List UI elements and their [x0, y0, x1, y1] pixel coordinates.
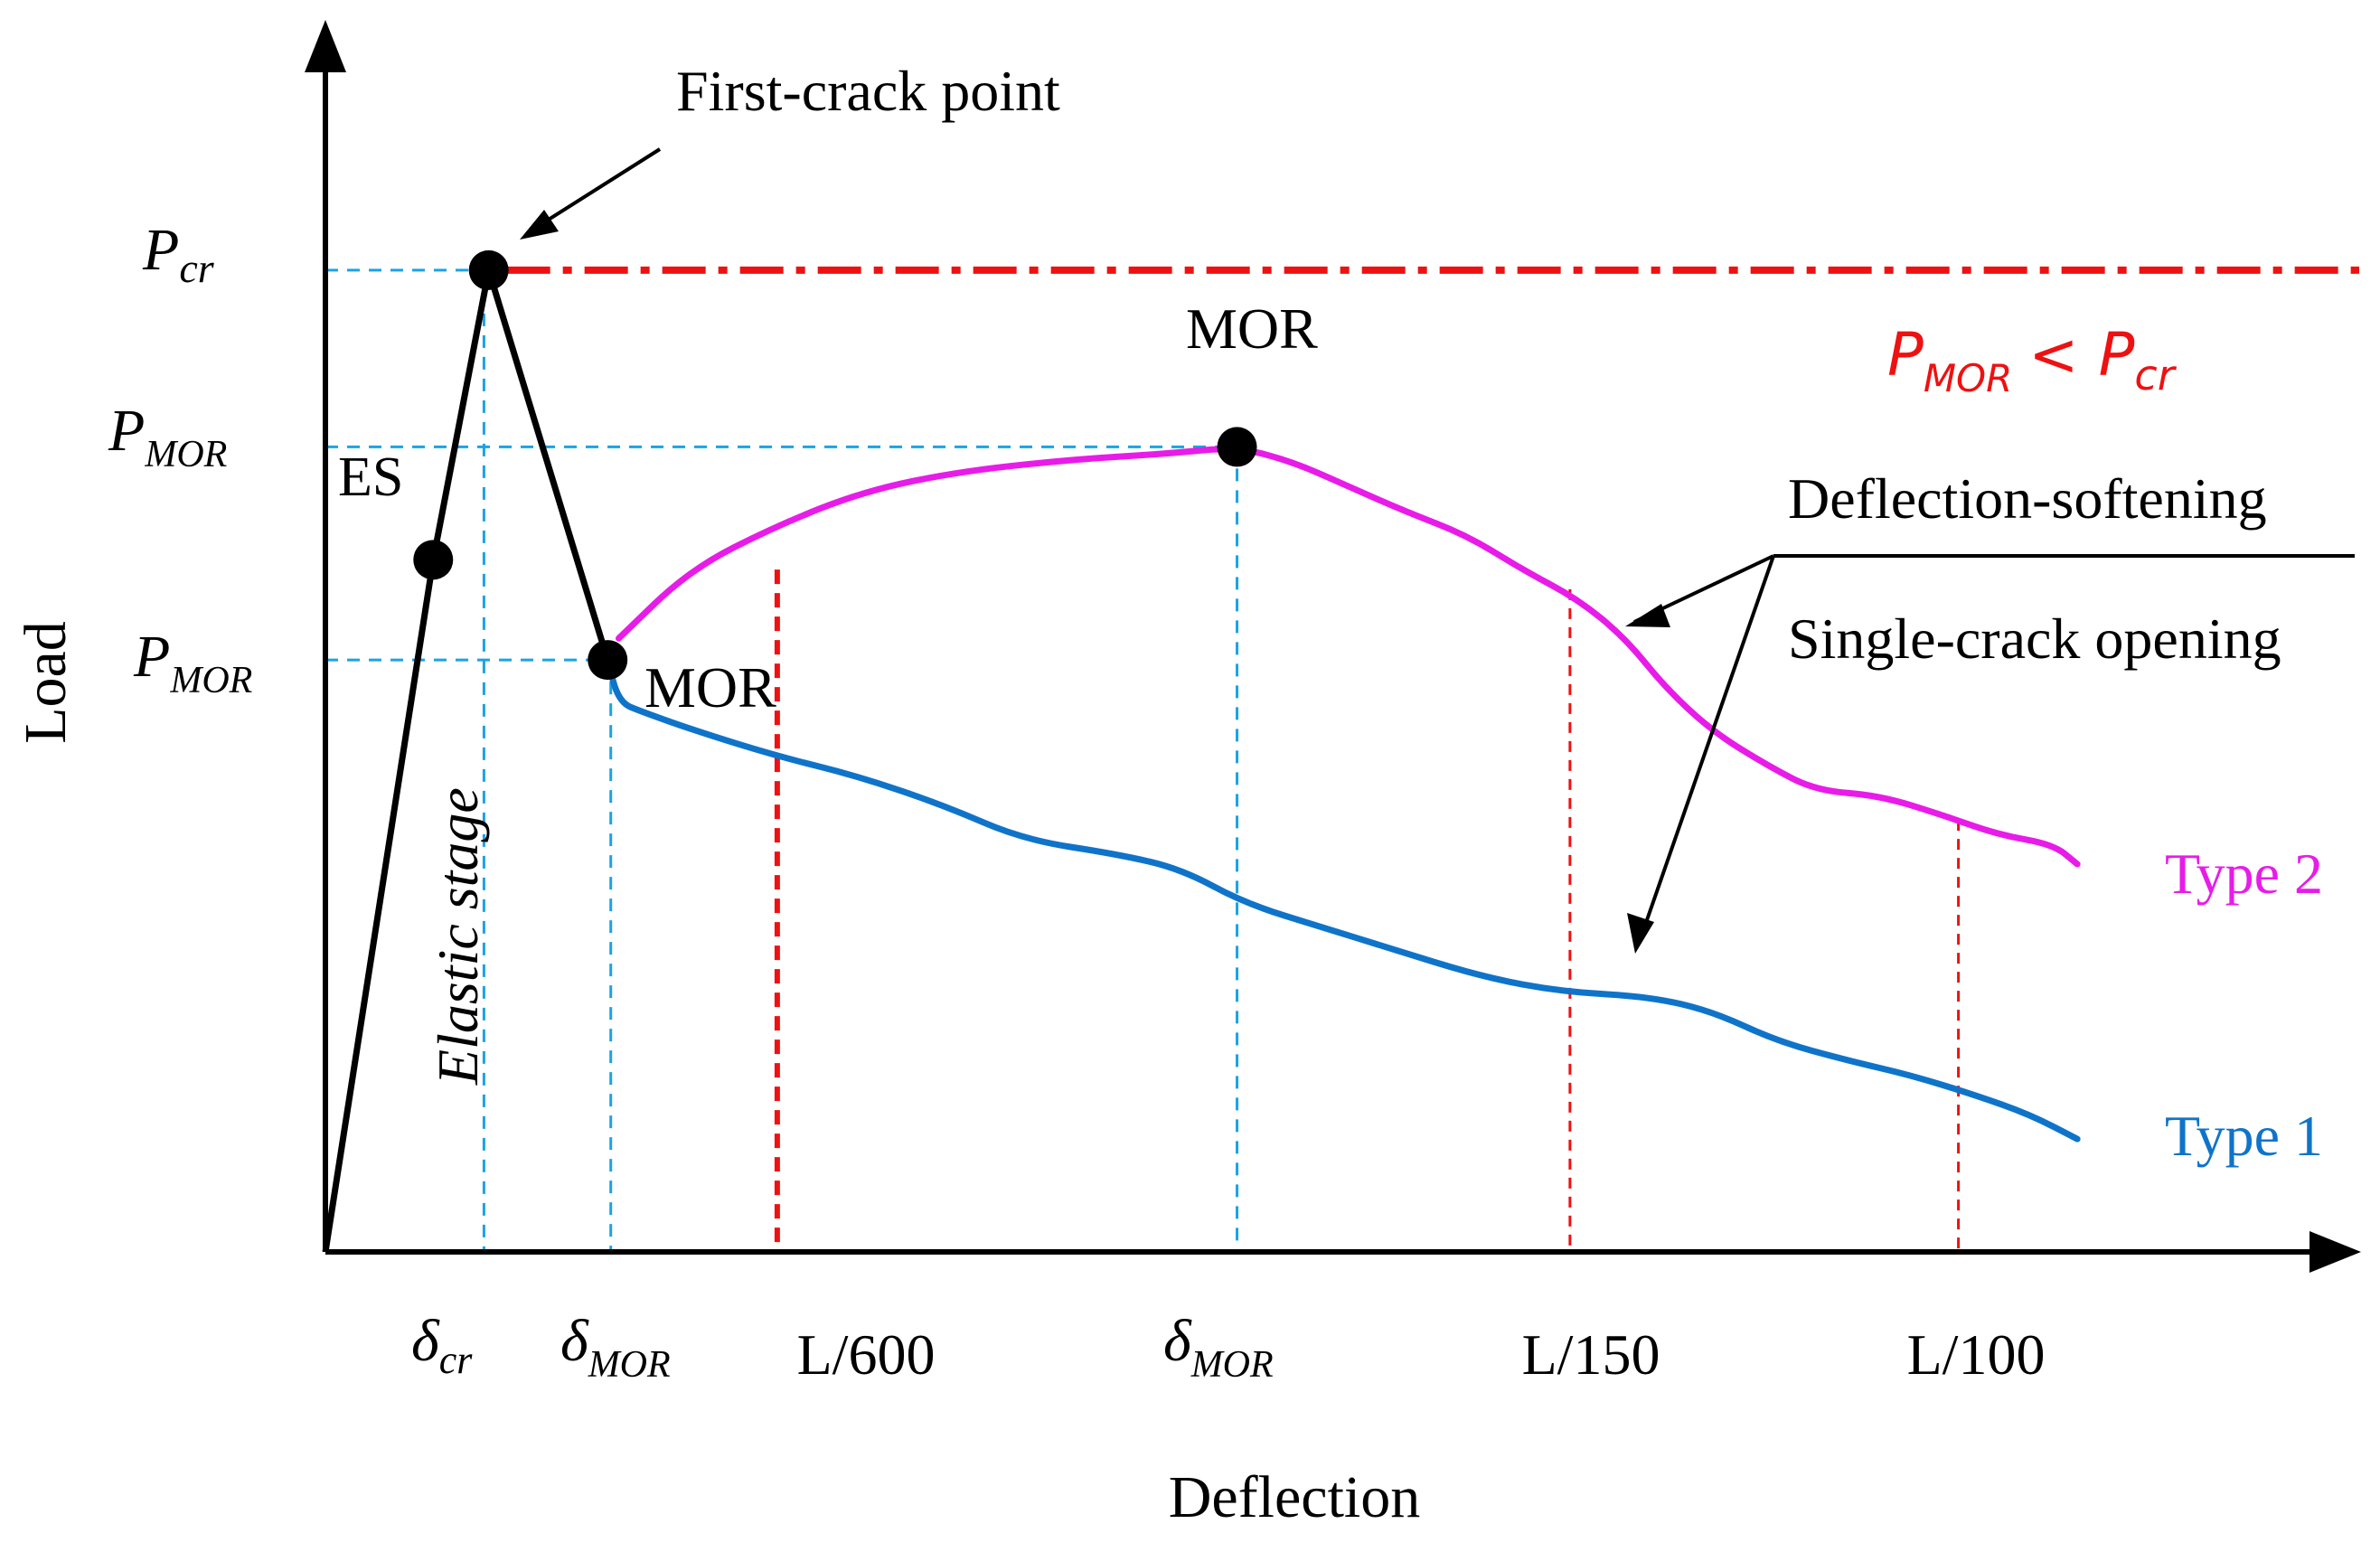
inequality-label: PMOR < Pcr	[1887, 320, 2178, 400]
x-tick-label-l100: L/100	[1907, 1322, 2046, 1387]
es-point-label: ES	[338, 447, 403, 508]
series-label-type2: Type 2	[2165, 842, 2323, 906]
series-line-type2	[615, 446, 2081, 868]
x-axis-title: Deflection	[1169, 1464, 1421, 1530]
first-crack-label: First-crack point	[676, 59, 1060, 123]
elastic-line	[322, 267, 611, 1253]
y-axis-title: Load	[13, 621, 79, 744]
single-crack-pointer-line	[1639, 555, 1775, 939]
y-axis-arrow-icon	[305, 20, 346, 72]
x-tick-label-delta-mor-1: δMOR	[560, 1308, 671, 1386]
single-crack-label: Single-crack opening	[1788, 607, 2281, 671]
point-marker-mor2	[1217, 427, 1257, 467]
single-crack-arrowhead-icon	[1627, 913, 1654, 954]
y-tick-label-p-cr: Pcr	[142, 217, 215, 291]
x-tick-label-delta-mor-2: δMOR	[1163, 1308, 1274, 1386]
softening-arrowhead-icon	[1625, 604, 1670, 627]
mor-point-label-1: MOR	[644, 655, 776, 720]
y-tick-label-p-mor-upper: PMOR	[108, 398, 227, 475]
first-crack-arrowhead-icon	[520, 210, 559, 240]
point-marker-first_crack	[468, 249, 509, 290]
x-axis-arrow-icon	[2309, 1231, 2361, 1273]
series-label-type1: Type 1	[2165, 1104, 2323, 1168]
series-line-type1	[604, 656, 2081, 1143]
x-tick-label-l150: L/150	[1522, 1322, 1660, 1387]
key-points	[413, 249, 1257, 681]
x-tick-label-delta-cr: δcr	[411, 1308, 473, 1382]
point-marker-mor1	[588, 640, 628, 681]
deflection-softening-label: Deflection-softening	[1788, 466, 2267, 531]
elastic-stage-label: Elastic stage	[426, 787, 490, 1086]
x-tick-label-l600: L/600	[797, 1322, 936, 1387]
data-series	[322, 267, 2081, 1253]
mor-point-label-2: MOR	[1186, 296, 1318, 361]
axes	[305, 20, 2361, 1273]
y-tick-label-p-mor-lower: PMOR	[133, 624, 252, 701]
point-marker-es	[413, 540, 454, 580]
guide-lines	[325, 266, 2359, 1252]
